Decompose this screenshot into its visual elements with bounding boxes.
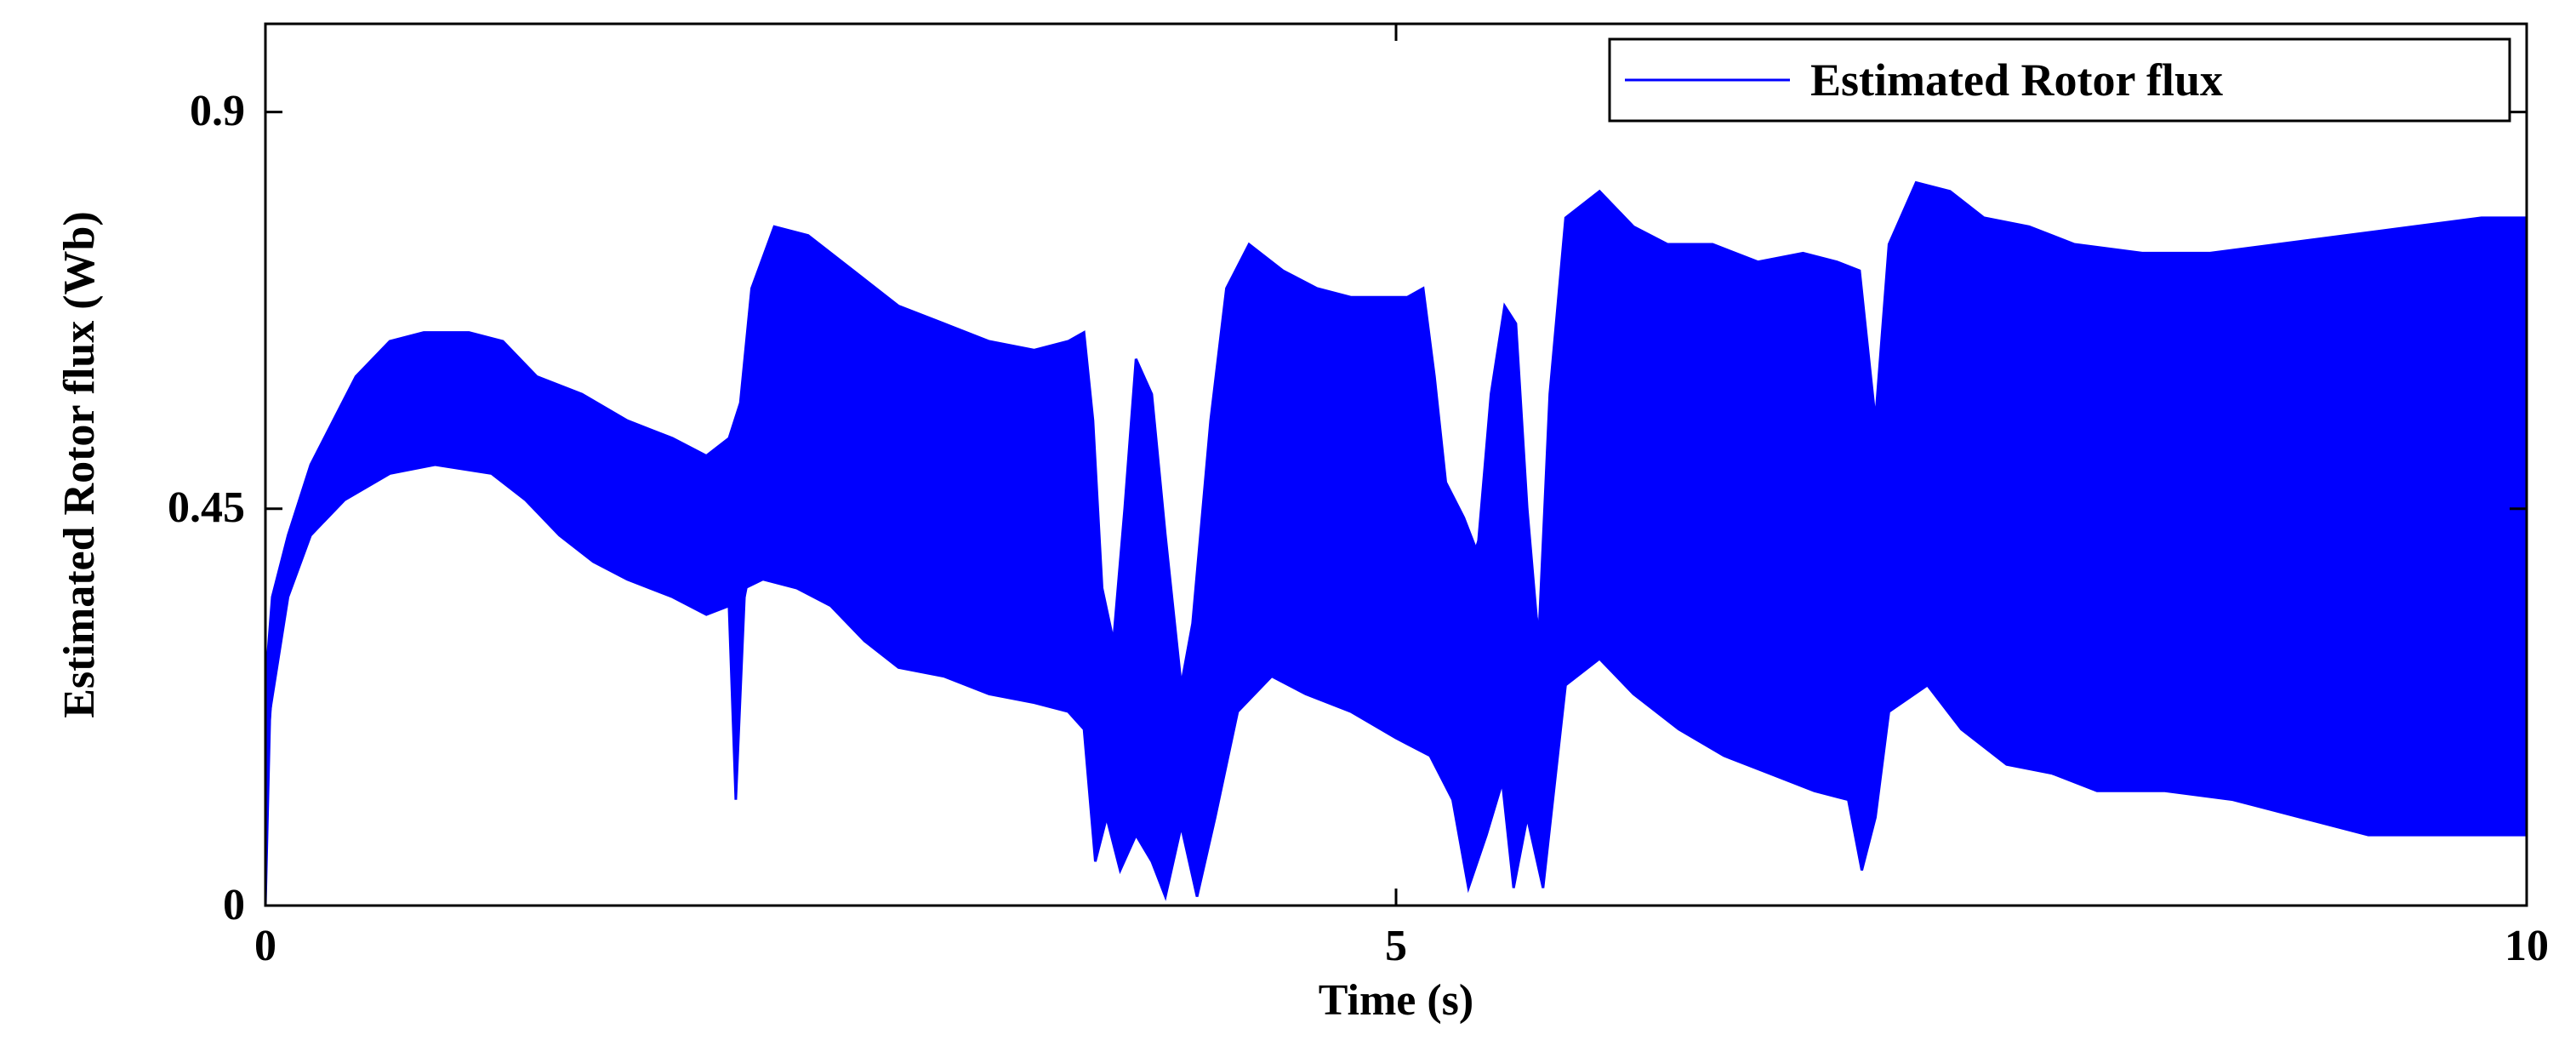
legend-box [1608, 37, 2511, 123]
y-tick-label: 0 [223, 881, 245, 929]
y-tick-label: 0.45 [168, 483, 245, 532]
series-upper-envelope [265, 180, 2527, 686]
x-tick-label: 0 [254, 922, 276, 970]
series-line [265, 182, 2527, 896]
data-layer [265, 180, 2527, 906]
series-lower-envelope [265, 463, 2527, 906]
y-tick-label: 0.9 [190, 87, 245, 135]
y-axis-title: Estimated Rotor flux (Wb) [55, 211, 104, 718]
x-tick-label: 5 [1385, 922, 1407, 970]
y-tick-labels: 0 0.45 0.9 [168, 87, 245, 929]
x-tick-labels: 0 5 10 [254, 922, 2549, 970]
x-axis-title: Time (s) [1319, 976, 1473, 1025]
legend-label: Estimated Rotor flux [1810, 54, 2223, 106]
tick-layer [264, 24, 2528, 907]
x-tick-label: 10 [2505, 922, 2549, 970]
legend: Estimated Rotor flux [1608, 37, 2511, 123]
